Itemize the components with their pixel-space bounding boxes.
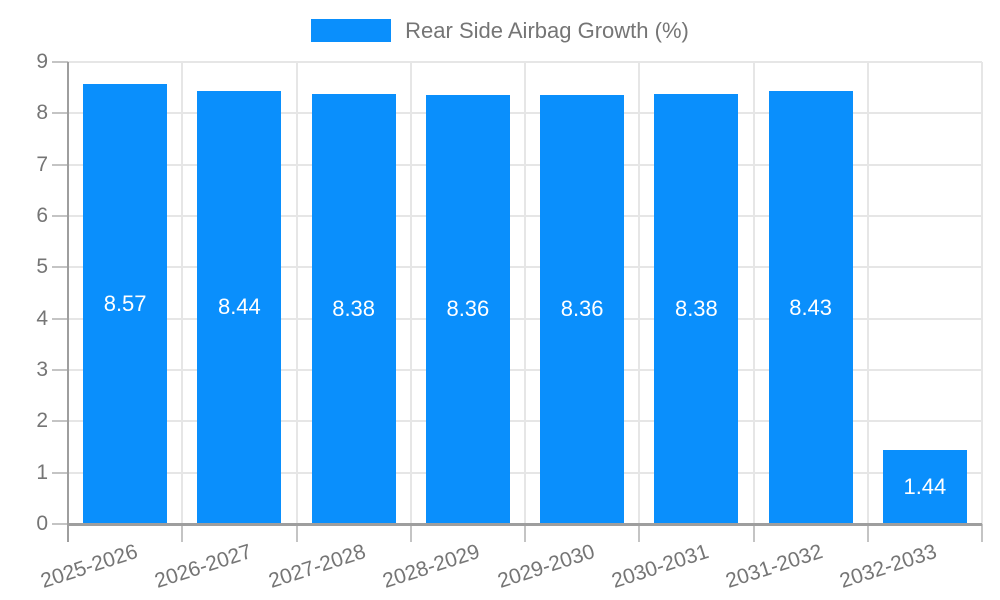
bar-value-label: 8.38	[674, 295, 718, 321]
y-tick	[52, 317, 68, 320]
y-tick-label: 4	[36, 306, 48, 330]
y-tick	[52, 163, 68, 166]
bar-value-label: 1.44	[903, 474, 947, 500]
y-tick-label: 2	[36, 409, 48, 433]
y-tick-label: 0	[36, 512, 48, 535]
y-axis-line	[67, 62, 69, 542]
y-tick-label: 7	[36, 152, 48, 176]
y-tick-label: 3	[36, 358, 48, 381]
bar[interactable]: 1.44	[882, 450, 967, 524]
x-tick	[638, 524, 641, 542]
y-tick-label: 5	[36, 255, 48, 279]
x-gridline	[638, 62, 641, 524]
x-tick-label: 2025-2026	[37, 540, 141, 593]
y-tick	[52, 471, 68, 474]
x-tick-label: 2032-2033	[837, 540, 940, 593]
bar[interactable]: 8.36	[425, 94, 510, 524]
bar-value-label: 8.36	[446, 296, 490, 322]
x-tick-label: 2028-2029	[380, 540, 483, 593]
x-gridline	[524, 62, 526, 524]
bar-value-label: 8.43	[789, 294, 833, 320]
y-tick	[52, 112, 68, 115]
y-tick	[52, 61, 68, 63]
x-tick	[524, 524, 526, 542]
x-axis-line	[68, 523, 982, 526]
bar-value-label: 8.36	[560, 296, 604, 322]
x-tick-label: 2031-2032	[723, 540, 826, 593]
bar[interactable]: 8.38	[311, 93, 396, 524]
legend: Rear Side Airbag Growth (%)	[0, 19, 1000, 42]
y-tick	[52, 420, 68, 423]
legend-label: Rear Side Airbag Growth (%)	[405, 18, 689, 43]
x-tick-label: 2027-2028	[266, 540, 369, 593]
bar[interactable]: 8.36	[540, 94, 625, 524]
y-tick-label: 1	[36, 460, 48, 484]
x-tick-label: 2029-2030	[494, 540, 598, 593]
x-tick-label: 2030-2031	[608, 540, 712, 593]
x-tick	[866, 524, 869, 542]
x-tick	[752, 524, 755, 542]
bar[interactable]: 8.43	[768, 91, 853, 524]
x-gridline	[295, 62, 298, 524]
y-tick	[52, 369, 68, 371]
y-tick-label: 8	[36, 101, 48, 125]
x-tick	[295, 524, 298, 542]
y-tick-label: 6	[36, 204, 48, 227]
x-tick	[181, 524, 184, 542]
x-gridline	[866, 62, 869, 524]
legend-swatch	[311, 19, 392, 42]
bar-value-label: 8.38	[332, 295, 376, 321]
y-tick-label: 9	[36, 50, 48, 73]
bar-value-label: 8.44	[217, 294, 261, 320]
x-tick	[981, 524, 983, 542]
x-gridline	[981, 62, 983, 524]
x-tick-label: 2026-2027	[151, 540, 255, 593]
x-gridline	[752, 62, 755, 524]
x-gridline	[409, 62, 412, 524]
bar[interactable]: 8.57	[83, 84, 168, 524]
y-tick	[52, 523, 68, 525]
bar[interactable]: 8.44	[197, 90, 282, 524]
x-tick	[409, 524, 412, 542]
y-tick	[52, 215, 68, 217]
bar[interactable]: 8.38	[654, 93, 739, 524]
y-tick	[52, 266, 68, 269]
bar-value-label: 8.57	[103, 291, 147, 317]
x-gridline	[181, 62, 184, 524]
